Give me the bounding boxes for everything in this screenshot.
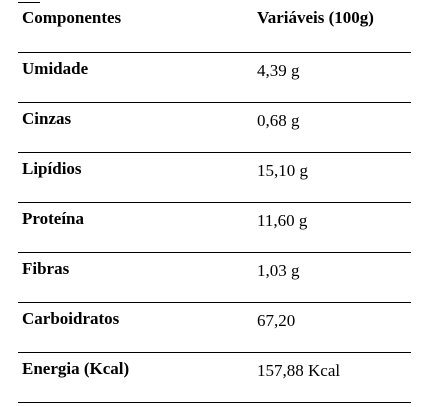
row-value: 1,03 g xyxy=(257,261,300,280)
row-label: Lipídios xyxy=(22,159,82,178)
row-value: 0,68 g xyxy=(257,111,300,130)
row-value: 15,10 g xyxy=(257,161,308,180)
row-label: Energia (Kcal) xyxy=(22,359,130,378)
row-rule xyxy=(18,152,411,153)
row-value: 67,20 xyxy=(257,311,296,330)
row-rule xyxy=(18,102,411,103)
header-cell: Variáveis (100g) xyxy=(257,8,374,27)
row-rule xyxy=(18,52,411,53)
row-label: Fibras xyxy=(22,259,70,278)
row-value: 4,39 g xyxy=(257,61,300,80)
top-rule xyxy=(18,2,40,3)
row-label: Carboidratos xyxy=(22,309,120,328)
row-label: Cinzas xyxy=(22,109,72,128)
row-label: Umidade xyxy=(22,59,89,78)
row-label: Proteína xyxy=(22,209,85,228)
row-rule xyxy=(18,352,411,353)
row-value: 157,88 Kcal xyxy=(257,361,341,380)
row-rule xyxy=(18,302,411,303)
header-cell: Componentes xyxy=(22,8,122,27)
row-value: 11,60 g xyxy=(257,211,308,230)
row-rule xyxy=(18,202,411,203)
row-rule xyxy=(18,402,411,403)
row-rule xyxy=(18,252,411,253)
